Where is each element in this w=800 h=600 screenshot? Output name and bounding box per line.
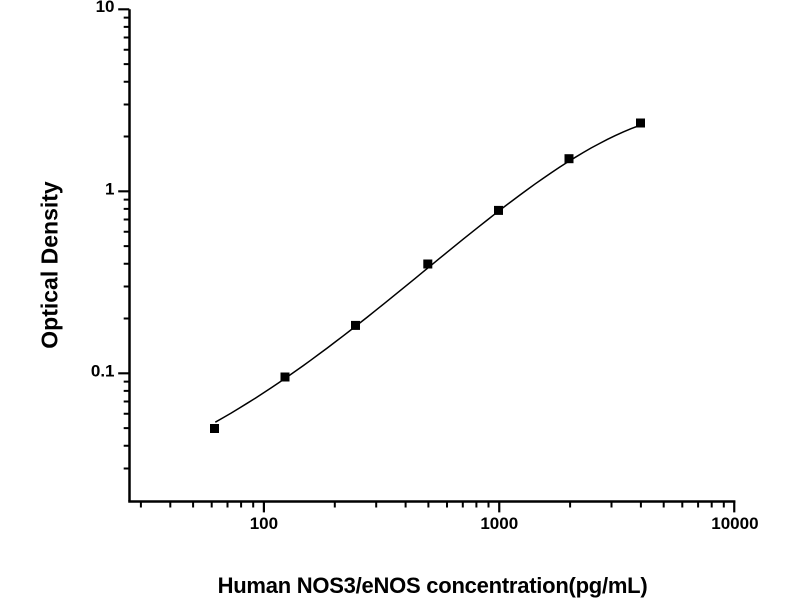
svg-text:100: 100 [250,514,278,533]
svg-text:Human NOS3/eNOS concentration(: Human NOS3/eNOS concentration(pg/mL) [218,573,648,598]
svg-text:10000: 10000 [711,514,758,533]
svg-text:Optical Density: Optical Density [37,181,63,349]
svg-text:10: 10 [96,0,115,16]
svg-text:0.1: 0.1 [91,362,115,381]
svg-text:1000: 1000 [480,514,518,533]
svg-text:1: 1 [105,180,114,199]
